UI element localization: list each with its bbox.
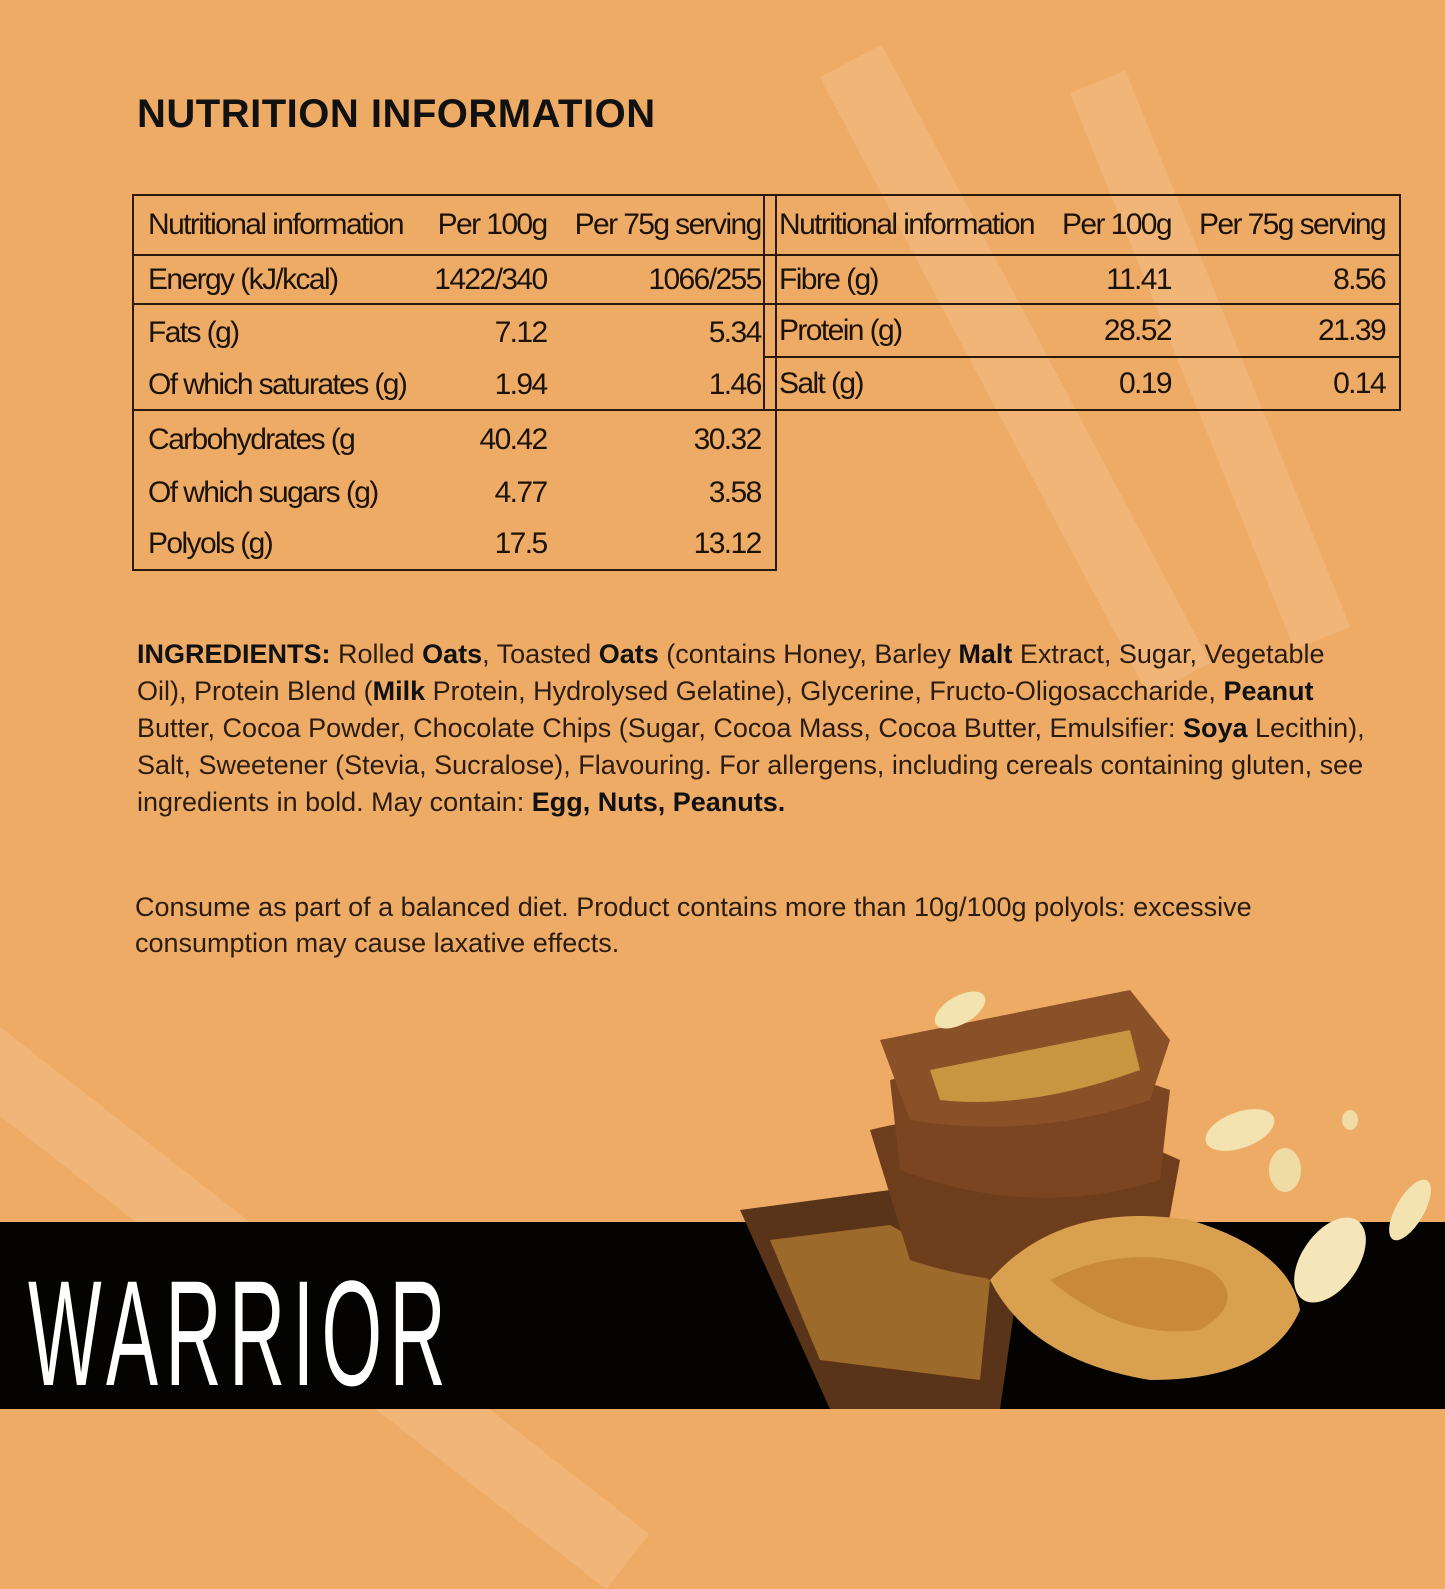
per-serving-value: 8.56	[1333, 262, 1387, 296]
ingredient-segment: Protein, Hydrolysed Gelatine), Glycerine…	[425, 676, 1224, 706]
peanut-butter-cups-illustration	[740, 990, 1431, 1409]
per-100g-value: 40.42	[420, 409, 561, 468]
ingredient-bold-segment: INGREDIENTS:	[137, 639, 331, 669]
ingredients-text: INGREDIENTS: Rolled Oats, Toasted Oats (…	[137, 636, 1377, 821]
header-cell: Per 75g serving	[560, 195, 776, 256]
ingredient-bold-segment: Oats	[598, 639, 659, 669]
ingredient-segment: Lecithin), Salt, Sweetener (Stevia, Sucr…	[137, 713, 1365, 817]
per-serving-value: 5.34	[560, 303, 776, 360]
table-row: Protein (g) 28.52 21.39	[764, 303, 1401, 357]
per-100g-value: 17.5	[494, 526, 549, 560]
nutrient-label: Carbohydrates (g	[133, 409, 421, 468]
per-100g-value: 7.12	[420, 303, 561, 360]
ingredient-segment: (contains Honey, Barley	[658, 639, 959, 669]
ingredient-bold-segment: Malt	[958, 639, 1013, 669]
header-cell: Per 100g	[1048, 195, 1185, 256]
table-header-row: Nutritional information Per 100g Per 75g…	[133, 195, 776, 256]
table-row: Of which sugars (g) 4.77 3.58	[133, 468, 776, 518]
ingredient-segment: Rolled	[330, 639, 423, 669]
per-100g-value: 28.52	[1048, 303, 1185, 357]
table-row: Polyols (g) 17.5 13.12	[133, 518, 776, 570]
table-row: Energy (kJ/kcal) 1422/340 1066/255	[133, 255, 776, 304]
nutrient-label: Protein (g)	[764, 303, 1048, 357]
ingredient-bold-segment: Egg, Nuts, Peanuts.	[531, 787, 786, 817]
table-row: Fats (g) 7.12 5.34	[133, 303, 776, 360]
per-100g-value: 4.77	[494, 476, 549, 509]
nutrient-label: Fibre (g)	[779, 262, 880, 296]
table-row: Fibre (g) 11.41 8.56	[764, 255, 1400, 304]
per-serving-value: 30.32	[560, 409, 776, 468]
nutrient-label: Energy (kJ/kcal)	[148, 262, 339, 296]
per-100g-value: 1.94	[494, 367, 549, 401]
per-serving-value: 13.12	[693, 526, 763, 560]
page-title: NUTRITION INFORMATION	[137, 92, 656, 136]
per-100g-value: 1422/340	[434, 262, 548, 296]
nutrient-label: Fats (g)	[133, 303, 421, 360]
ingredient-bold-segment: Oats	[422, 639, 483, 669]
ingredient-bold-segment: Soya	[1183, 713, 1248, 743]
nutrient-label: Salt (g)	[764, 356, 1048, 410]
table-row: Of which saturates (g) 1.94 1.46	[133, 360, 776, 410]
nutrient-label: Of which saturates (g)	[148, 367, 408, 401]
nutrient-label: Polyols (g)	[148, 526, 274, 560]
header-cell: Nutritional information	[764, 195, 1048, 256]
table-header-row: Nutritional information Per 100g Per 75g…	[764, 195, 1401, 256]
per-100g-value: 11.41	[1106, 262, 1172, 296]
brand-logo: WARRIOR	[28, 1249, 454, 1417]
header-cell: Per 75g serving	[1184, 195, 1401, 256]
ingredient-segment: Butter, Cocoa Powder, Chocolate Chips (S…	[137, 713, 1183, 743]
per-100g-value: 0.19	[1048, 356, 1185, 410]
dietary-note: Consume as part of a balanced diet. Prod…	[135, 892, 1252, 958]
product-image	[740, 990, 1431, 1409]
nutrient-label: Of which sugars (g)	[148, 476, 379, 509]
ingredient-segment: Extract, Sugar, Vegetable Oil), Protein …	[137, 639, 1325, 706]
per-serving-value: 1.46	[708, 367, 763, 401]
per-serving-value: 3.58	[708, 476, 763, 509]
per-serving-value: 0.14	[1184, 356, 1401, 410]
per-serving-value: 21.39	[1184, 303, 1401, 357]
nutrition-table-right: Nutritional information Per 100g Per 75g…	[763, 194, 1402, 411]
ingredient-bold-segment: Milk	[372, 676, 426, 706]
per-serving-value: 1066/255	[648, 262, 762, 296]
nutrition-table-left: Nutritional information Per 100g Per 75g…	[132, 194, 777, 571]
ingredient-bold-segment: Peanut	[1223, 676, 1314, 706]
header-cell: Per 100g	[420, 195, 561, 256]
table-row: Carbohydrates (g 40.42 30.32	[133, 409, 776, 468]
header-cell: Nutritional information	[133, 195, 421, 256]
table-row: Salt (g) 0.19 0.14	[764, 356, 1401, 410]
ingredient-segment: , Toasted	[482, 639, 599, 669]
